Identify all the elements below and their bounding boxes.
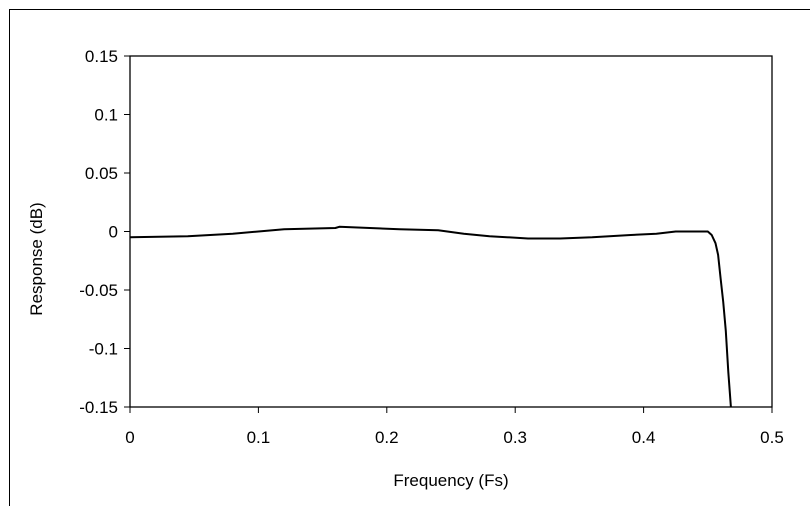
y-tick-label: 0.05 [85, 164, 118, 183]
x-tick-label: 0.2 [375, 428, 399, 447]
y-tick-label: -0.05 [79, 281, 118, 300]
y-tick-label: 0.1 [94, 106, 118, 125]
y-tick-label: 0 [109, 223, 118, 242]
x-tick-label: 0.3 [503, 428, 527, 447]
x-tick-label: 0.4 [632, 428, 656, 447]
x-axis-title: Frequency (Fs) [393, 471, 508, 490]
y-axis-title: Response (dB) [27, 202, 46, 315]
y-tick-label: -0.1 [89, 340, 118, 359]
y-tick-label: 0.15 [85, 47, 118, 66]
x-tick-label: 0 [125, 428, 134, 447]
y-tick-label: -0.15 [79, 398, 118, 417]
x-tick-label: 0.1 [247, 428, 271, 447]
x-tick-label: 0.5 [760, 428, 784, 447]
